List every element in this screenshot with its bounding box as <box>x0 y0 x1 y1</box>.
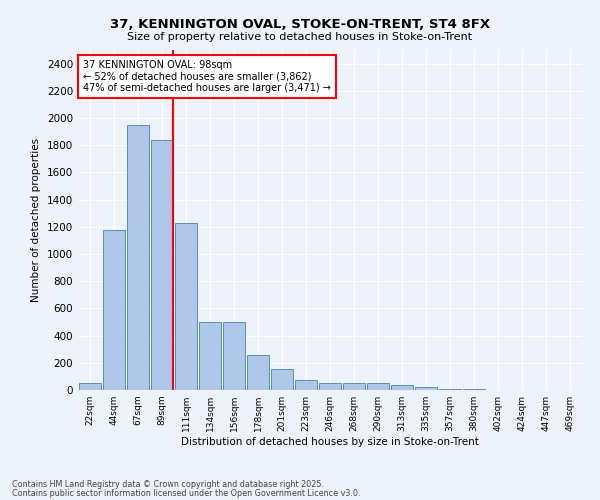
Bar <box>247 354 269 390</box>
Bar <box>391 384 413 390</box>
X-axis label: Distribution of detached houses by size in Stoke-on-Trent: Distribution of detached houses by size … <box>181 437 479 447</box>
Text: 37 KENNINGTON OVAL: 98sqm
← 52% of detached houses are smaller (3,862)
47% of se: 37 KENNINGTON OVAL: 98sqm ← 52% of detac… <box>83 60 331 94</box>
Bar <box>295 380 317 390</box>
Text: Contains HM Land Registry data © Crown copyright and database right 2025.: Contains HM Land Registry data © Crown c… <box>12 480 324 489</box>
Bar <box>367 382 389 390</box>
Bar <box>343 382 365 390</box>
Bar <box>175 222 197 390</box>
Bar <box>151 140 173 390</box>
Bar <box>199 322 221 390</box>
Text: Contains public sector information licensed under the Open Government Licence v3: Contains public sector information licen… <box>12 488 361 498</box>
Bar <box>439 388 461 390</box>
Bar <box>103 230 125 390</box>
Bar <box>223 322 245 390</box>
Text: Size of property relative to detached houses in Stoke-on-Trent: Size of property relative to detached ho… <box>127 32 473 42</box>
Bar <box>415 388 437 390</box>
Bar <box>79 383 101 390</box>
Text: 37, KENNINGTON OVAL, STOKE-ON-TRENT, ST4 8FX: 37, KENNINGTON OVAL, STOKE-ON-TRENT, ST4… <box>110 18 490 30</box>
Bar <box>319 383 341 390</box>
Bar <box>127 125 149 390</box>
Bar <box>271 369 293 390</box>
Y-axis label: Number of detached properties: Number of detached properties <box>31 138 41 302</box>
